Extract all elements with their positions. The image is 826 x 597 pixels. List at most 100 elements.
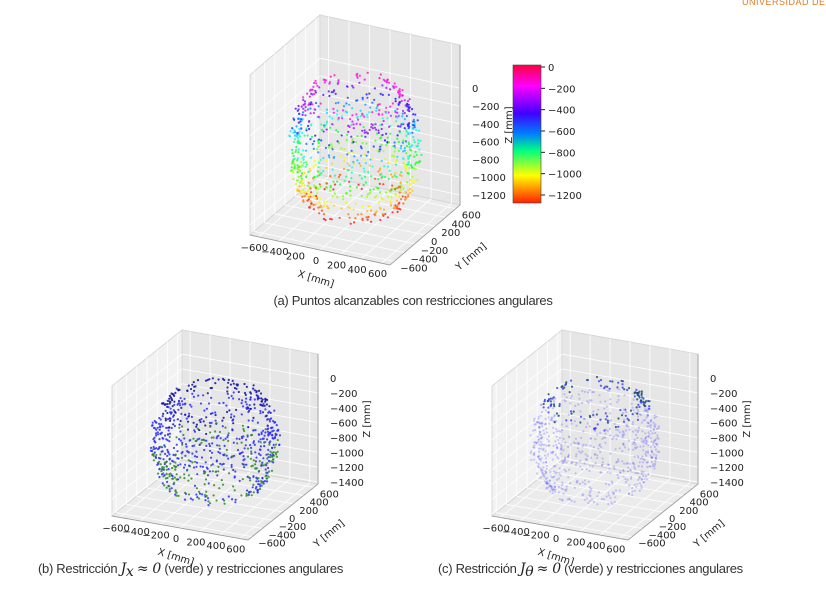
z-axis-label: Z [mm] [362,400,373,437]
point [306,199,309,202]
point [639,445,642,448]
point [543,475,546,478]
point [613,467,616,470]
point [562,449,565,452]
point [640,399,643,402]
point [621,433,624,436]
point [266,398,269,401]
point [407,127,410,130]
point [607,463,611,466]
point [174,391,177,394]
point [644,439,647,442]
point [618,447,621,450]
point [598,394,601,397]
point [548,479,551,482]
colorbar-tick-label: −1200 [548,191,582,202]
point [249,444,252,447]
point [292,131,295,134]
point [328,156,331,159]
point [346,133,349,136]
point [596,495,599,498]
point [627,466,630,469]
point [227,381,230,384]
point [308,167,311,170]
point [367,193,370,196]
point [350,171,353,174]
point [599,418,602,421]
point [270,469,274,472]
point [417,161,420,164]
point [655,427,659,431]
point [338,142,341,145]
point [204,493,207,497]
point [590,487,593,490]
point [346,96,349,99]
point [547,482,550,485]
point [553,485,556,488]
point [564,400,567,403]
point [617,434,620,437]
point [206,497,210,500]
point [179,430,182,433]
point [539,467,543,470]
point [309,187,312,190]
point [232,397,235,400]
point [298,181,301,184]
point [171,466,174,470]
point [529,434,532,437]
point [599,450,602,453]
point [629,409,633,412]
point [306,190,309,193]
point [297,112,301,115]
z-tick-label: −400 [472,120,499,131]
point [232,468,235,472]
point [399,208,402,211]
point [360,147,363,150]
point [588,389,591,392]
point [293,129,296,132]
point [160,468,163,471]
point [319,197,322,200]
point [356,159,359,162]
point [319,102,322,105]
point [192,421,195,424]
point [264,400,267,403]
point [588,486,592,489]
point [165,486,168,489]
point [583,417,586,420]
point [208,442,211,445]
point [213,484,216,487]
point [179,439,182,442]
point [388,125,391,128]
point [565,396,568,399]
point [179,463,182,466]
point [568,468,571,471]
point [225,404,228,407]
point [549,418,552,421]
point [295,145,298,149]
point [292,162,295,165]
point [616,473,619,477]
point [589,444,592,447]
point [175,473,178,476]
point [316,139,319,142]
point [654,423,657,426]
point [195,461,199,464]
point [540,403,543,406]
point [264,428,267,431]
point [538,457,541,460]
point [582,443,585,446]
y-tick-label: −400 [410,255,437,266]
point [551,452,554,455]
point [300,127,303,130]
point [542,429,545,432]
point [420,153,423,157]
point [598,443,602,446]
y-tick-label: 0 [289,514,295,525]
x-tick-label: −200 [522,530,549,541]
point [322,78,325,81]
point [336,130,340,133]
point [200,456,204,459]
point [396,137,399,140]
